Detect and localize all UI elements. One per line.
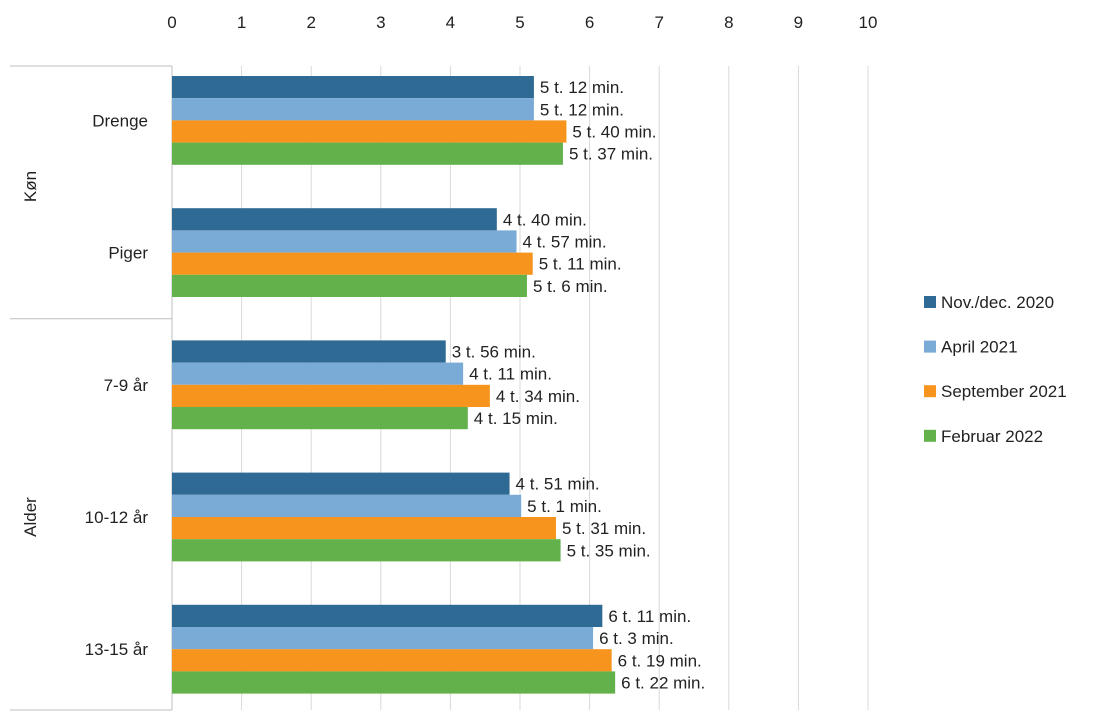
data-label: 5 t. 35 min.: [567, 541, 651, 560]
bar: [172, 208, 497, 231]
bar: [172, 671, 616, 694]
x-tick-label: 7: [654, 13, 663, 32]
legend-swatch: [924, 429, 936, 442]
legend-swatch: [924, 296, 936, 308]
x-tick-label: 10: [859, 13, 878, 32]
bar: [172, 539, 561, 562]
data-label: 5 t. 1 min.: [527, 497, 602, 516]
data-label: 6 t. 19 min.: [618, 651, 702, 670]
data-label: 5 t. 11 min.: [539, 255, 622, 274]
bar: [172, 604, 603, 627]
group-label: Alder: [21, 497, 40, 537]
legend-swatch: [924, 385, 936, 398]
bar: [172, 340, 446, 363]
data-label: 4 t. 34 min.: [496, 387, 580, 406]
legend-label: Februar 2022: [941, 427, 1043, 446]
group-label: Køn: [21, 171, 40, 202]
x-tick-label: 3: [376, 13, 385, 32]
data-label: 5 t. 12 min.: [540, 100, 624, 119]
bar: [172, 98, 534, 121]
x-tick-label: 5: [515, 13, 524, 32]
x-tick-label: 4: [446, 13, 455, 32]
x-tick-label: 9: [794, 13, 803, 32]
bar: [172, 274, 527, 297]
bar: [172, 494, 522, 517]
data-label: 4 t. 51 min.: [516, 475, 600, 494]
data-label: 4 t. 15 min.: [474, 409, 558, 428]
x-tick-label: 6: [585, 13, 594, 32]
legend-label: Nov./dec. 2020: [941, 293, 1054, 312]
data-label: 5 t. 40 min.: [572, 123, 656, 142]
bar: [172, 384, 490, 407]
bar: [172, 120, 567, 143]
data-label: 4 t. 40 min.: [503, 210, 587, 229]
data-labels: 5 t. 12 min. 5 t. 12 min. 5 t. 40 min. 5 t.…: [452, 78, 706, 692]
bar: [172, 517, 556, 540]
category-label: Drenge: [92, 111, 148, 130]
bar: [172, 76, 534, 99]
legend: Nov./dec. 2020 April 2021 September 2021 Fe…: [924, 293, 1067, 446]
category-label: 7-9 år: [104, 376, 149, 395]
bar: [172, 472, 510, 495]
category-label: Piger: [108, 244, 148, 263]
data-label: 3 t. 56 min.: [452, 343, 536, 362]
data-label: 4 t. 11 min.: [469, 365, 552, 384]
bar: [172, 627, 594, 650]
data-label: 6 t. 22 min.: [621, 674, 705, 693]
data-label: 5 t. 37 min.: [569, 145, 653, 164]
data-label: 6 t. 11 min.: [608, 607, 691, 626]
bar: [172, 649, 612, 672]
bar: [172, 252, 533, 275]
x-tick-label: 2: [306, 13, 315, 32]
bar: [172, 362, 464, 385]
data-label: 5 t. 12 min.: [540, 78, 624, 97]
legend-swatch: [924, 340, 936, 353]
category-label: 13-15 år: [85, 640, 149, 659]
category-label: 10-12 år: [85, 508, 149, 527]
x-tick-label: 0: [167, 13, 176, 32]
data-label: 6 t. 3 min.: [599, 629, 674, 648]
data-label: 5 t. 6 min.: [533, 277, 608, 296]
bar: [172, 142, 563, 165]
legend-label: April 2021: [941, 338, 1018, 357]
bar: [172, 407, 468, 430]
x-tick-label: 1: [237, 13, 246, 32]
data-label: 5 t. 31 min.: [562, 519, 646, 538]
bars: [172, 76, 616, 694]
data-label: 4 t. 57 min.: [523, 233, 607, 252]
x-tick-label: 8: [724, 13, 733, 32]
legend-label: September 2021: [941, 382, 1067, 401]
bar: [172, 230, 517, 253]
